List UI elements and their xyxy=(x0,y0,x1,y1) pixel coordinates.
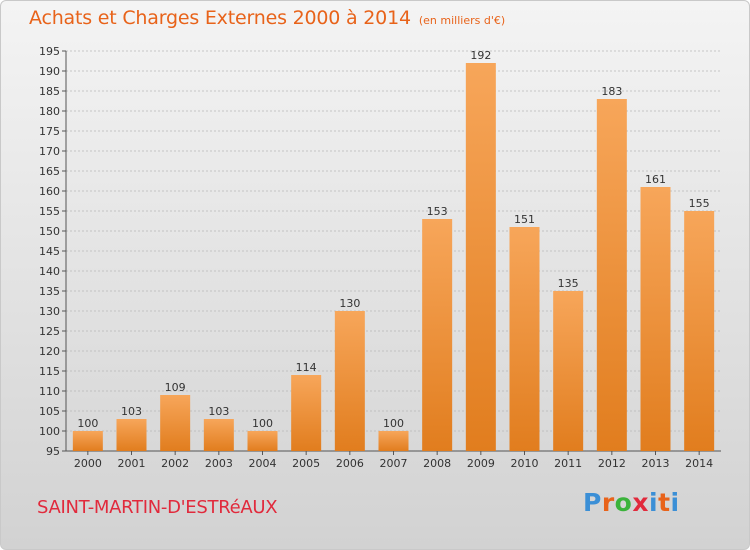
data-label-2007: 100 xyxy=(383,417,404,430)
bar-2000 xyxy=(72,431,103,451)
x-tick-labels: 2000 2001 2002 2003 2004 2005 2006 2007 2008 2009… xyxy=(74,457,713,470)
y-tick-label: 130 xyxy=(39,305,60,318)
data-label-2000: 100 xyxy=(77,417,98,430)
bars xyxy=(72,63,715,451)
data-label-2004: 100 xyxy=(252,417,273,430)
bar-2002 xyxy=(160,395,191,451)
y-tick-label: 100 xyxy=(39,425,60,438)
y-tick-label: 105 xyxy=(39,405,60,418)
y-tick-label: 165 xyxy=(39,165,60,178)
bar-2001 xyxy=(116,419,147,451)
x-tick-label-2010: 2010 xyxy=(511,457,539,470)
logo-letter: P xyxy=(583,488,602,517)
data-label-2001: 103 xyxy=(121,405,142,418)
logo-letter: o xyxy=(614,488,633,517)
logo-letter: t xyxy=(658,488,671,517)
chart-unit: (en milliers d'€) xyxy=(418,14,506,27)
logo-letter: i xyxy=(670,488,680,517)
proxiti-logo: Proxiti xyxy=(583,488,680,517)
x-tick-label-2013: 2013 xyxy=(642,457,670,470)
bar-2010 xyxy=(509,227,540,451)
y-tick-label: 180 xyxy=(39,105,60,118)
y-tick-label: 150 xyxy=(39,225,60,238)
bar-2003 xyxy=(203,419,234,451)
x-tick-label-2003: 2003 xyxy=(205,457,233,470)
x-tick-label-2006: 2006 xyxy=(336,457,364,470)
bar-2009 xyxy=(465,63,496,451)
y-tick-label: 140 xyxy=(39,265,60,278)
data-label-2002: 109 xyxy=(165,381,186,394)
logo-letter: x xyxy=(632,488,649,517)
bar-2004 xyxy=(247,431,278,451)
y-tick-label: 185 xyxy=(39,85,60,98)
bar-2007 xyxy=(378,431,409,451)
x-tick-label-2014: 2014 xyxy=(685,457,713,470)
data-label-2003: 103 xyxy=(208,405,229,418)
data-label-2009: 192 xyxy=(470,49,491,62)
y-tick-label: 125 xyxy=(39,325,60,338)
title-row: Achats et Charges Externes 2000 à 2014 (e… xyxy=(29,7,505,29)
bar-2014 xyxy=(684,211,715,451)
data-label-2005: 114 xyxy=(296,361,317,374)
y-tick-label: 170 xyxy=(39,145,60,158)
y-tick-label: 120 xyxy=(39,345,60,358)
bar-2008 xyxy=(422,219,453,451)
x-tick-label-2007: 2007 xyxy=(380,457,408,470)
data-label-2012: 183 xyxy=(601,85,622,98)
y-tick-label: 155 xyxy=(39,205,60,218)
x-tick-label-2011: 2011 xyxy=(554,457,582,470)
x-tick-label-2012: 2012 xyxy=(598,457,626,470)
y-tick-label: 110 xyxy=(39,385,60,398)
data-label-2013: 161 xyxy=(645,173,666,186)
x-tick-label-2009: 2009 xyxy=(467,457,495,470)
x-tick-label-2002: 2002 xyxy=(161,457,189,470)
y-tick-label: 160 xyxy=(39,185,60,198)
y-tick-label: 115 xyxy=(39,365,60,378)
x-tick-label-2000: 2000 xyxy=(74,457,102,470)
y-tick-label: 95 xyxy=(46,445,60,458)
data-label-2006: 130 xyxy=(339,297,360,310)
x-tick-label-2004: 2004 xyxy=(249,457,277,470)
chart-title: Achats et Charges Externes 2000 à 2014 xyxy=(29,7,411,29)
bar-2005 xyxy=(291,375,322,451)
city-name: SAINT-MARTIN-D'ESTRéAUX xyxy=(37,497,278,518)
data-label-2014: 155 xyxy=(689,197,710,210)
x-tick-label-2001: 2001 xyxy=(118,457,146,470)
logo-letter: i xyxy=(649,488,659,517)
y-tick-label: 135 xyxy=(39,285,60,298)
y-tick-label: 195 xyxy=(39,45,60,58)
bar-2012 xyxy=(596,99,627,451)
x-tick-label-2005: 2005 xyxy=(292,457,320,470)
y-tick-label: 175 xyxy=(39,125,60,138)
bar-2011 xyxy=(553,291,584,451)
logo-letter: r xyxy=(601,488,615,517)
y-tick-label: 145 xyxy=(39,245,60,258)
y-tick-label: 190 xyxy=(39,65,60,78)
y-tick-labels: 95 100 105 110 115 120 125 130 135 140 145 150 155 16… xyxy=(39,45,60,458)
data-labels: 100 103 109 103 100 114 130 100 153 192 151 135 183 1… xyxy=(77,49,709,430)
data-label-2008: 153 xyxy=(427,205,448,218)
data-label-2011: 135 xyxy=(558,277,579,290)
bar-2013 xyxy=(640,187,671,451)
data-label-2010: 151 xyxy=(514,213,535,226)
x-tick-label-2008: 2008 xyxy=(423,457,451,470)
bar-2006 xyxy=(334,311,365,451)
